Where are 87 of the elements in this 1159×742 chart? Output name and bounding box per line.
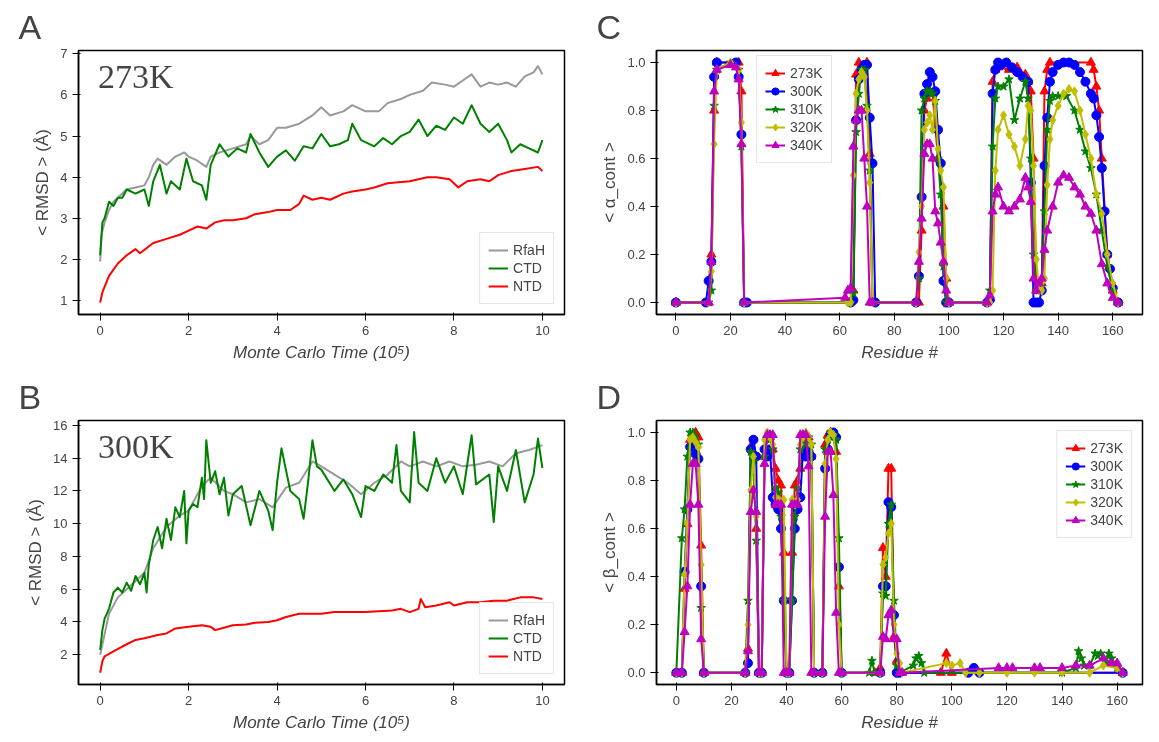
legend-label: NTD bbox=[513, 277, 542, 295]
x-tick-label: 100 bbox=[941, 692, 963, 708]
x-tick-label: 6 bbox=[361, 322, 370, 338]
chart-title: A bbox=[18, 7, 42, 46]
x-tick-label: 10 bbox=[535, 692, 550, 708]
y-tick-label: 5 bbox=[60, 128, 68, 144]
x-axis-title: Monte Carlo Time (10⁵) bbox=[232, 712, 411, 732]
legend-label: CTD bbox=[513, 259, 542, 277]
chart-title: C bbox=[596, 7, 622, 46]
x-axis-title: Residue # bbox=[861, 342, 939, 362]
y-tick-label: 0.0 bbox=[627, 295, 646, 310]
x-tick-label: 10 bbox=[535, 322, 550, 338]
y-tick-label: 0.2 bbox=[627, 617, 646, 633]
legend-label: RfaH bbox=[513, 241, 545, 259]
x-axis-title: Residue # bbox=[861, 712, 939, 732]
legend-label: 340K bbox=[1090, 511, 1123, 529]
x-tick-label: 40 bbox=[779, 692, 794, 708]
y-tick-label: 0.0 bbox=[627, 665, 646, 681]
x-tick-label: 60 bbox=[834, 692, 849, 708]
y-tick-label: 7 bbox=[60, 46, 68, 62]
y-tick-label: 2 bbox=[60, 647, 68, 663]
legend-label: 340K bbox=[790, 136, 823, 154]
y-tick-label: 2 bbox=[60, 251, 68, 267]
legend-label: 310K bbox=[790, 100, 823, 118]
y-tick-label: 4 bbox=[60, 169, 68, 185]
x-tick-label: 8 bbox=[450, 692, 458, 708]
y-tick-label: 10 bbox=[53, 516, 68, 532]
x-tick-label: 20 bbox=[724, 692, 739, 708]
y-tick-label: 0.8 bbox=[627, 473, 646, 489]
legend-label: NTD bbox=[513, 647, 542, 665]
x-tick-label: 120 bbox=[992, 322, 1015, 338]
chart-title: D bbox=[596, 377, 622, 416]
y-tick-label: 16 bbox=[53, 417, 68, 433]
x-tick-label: 120 bbox=[996, 692, 1018, 708]
legend-label: CTD bbox=[513, 629, 542, 647]
x-tick-label: 4 bbox=[273, 692, 281, 708]
x-tick-label: 0 bbox=[672, 322, 680, 338]
x-tick-label: 8 bbox=[450, 322, 458, 338]
y-tick-label: 12 bbox=[53, 483, 68, 499]
legend-label: 300K bbox=[1090, 457, 1123, 475]
y-tick-label: 3 bbox=[60, 210, 68, 226]
x-tick-label: 0 bbox=[96, 692, 104, 708]
x-tick-label: 160 bbox=[1106, 692, 1129, 708]
y-tick-label: 0.4 bbox=[627, 569, 646, 585]
legend-label: 273K bbox=[790, 64, 823, 82]
legend-label: 273K bbox=[1090, 439, 1123, 457]
y-tick-label: 1.0 bbox=[627, 425, 646, 441]
y-tick-label: 0.6 bbox=[627, 521, 646, 537]
legend-label: 300K bbox=[790, 82, 823, 100]
y-tick-label: 1 bbox=[60, 293, 68, 309]
x-tick-label: 140 bbox=[1051, 692, 1073, 708]
y-tick-label: 0.2 bbox=[627, 247, 646, 262]
x-tick-label: 6 bbox=[361, 692, 370, 708]
legend-label: 320K bbox=[1090, 493, 1123, 511]
legend-label: 320K bbox=[790, 118, 823, 136]
y-axis-title: < β_cont > bbox=[600, 512, 620, 593]
annotation: 300K bbox=[97, 428, 174, 466]
y-tick-label: 1.0 bbox=[627, 55, 646, 70]
y-tick-label: 8 bbox=[60, 548, 68, 564]
y-tick-label: 0.6 bbox=[627, 151, 646, 166]
x-tick-label: 140 bbox=[1047, 322, 1069, 338]
x-tick-label: 80 bbox=[887, 322, 902, 338]
y-tick-label: 6 bbox=[60, 581, 68, 597]
y-tick-label: 14 bbox=[53, 450, 68, 466]
chart-title: B bbox=[18, 377, 42, 416]
x-axis-title: Monte Carlo Time (10⁵) bbox=[232, 342, 411, 362]
y-tick-label: 0.8 bbox=[627, 103, 646, 118]
x-tick-label: 0 bbox=[672, 692, 680, 708]
y-tick-label: 6 bbox=[60, 87, 68, 103]
x-tick-label: 2 bbox=[185, 322, 193, 338]
x-tick-label: 80 bbox=[889, 692, 904, 708]
y-tick-label: 4 bbox=[60, 614, 68, 630]
x-tick-label: 2 bbox=[185, 692, 193, 708]
y-axis-title: < α_cont > bbox=[600, 142, 620, 223]
y-axis-title: < RMSD > (Å) bbox=[33, 129, 53, 236]
x-tick-label: 160 bbox=[1101, 322, 1124, 338]
x-tick-label: 60 bbox=[832, 322, 847, 338]
x-tick-label: 4 bbox=[273, 322, 281, 338]
x-tick-label: 100 bbox=[938, 322, 960, 338]
annotation: 273K bbox=[97, 58, 174, 96]
x-tick-label: 0 bbox=[96, 322, 104, 338]
x-tick-label: 20 bbox=[723, 322, 738, 338]
legend-label: RfaH bbox=[513, 611, 545, 629]
x-tick-label: 40 bbox=[777, 322, 793, 338]
y-axis-title: < RMSD > (Å) bbox=[26, 499, 46, 606]
y-tick-label: 0.4 bbox=[627, 199, 646, 214]
legend-label: 310K bbox=[1090, 475, 1123, 493]
